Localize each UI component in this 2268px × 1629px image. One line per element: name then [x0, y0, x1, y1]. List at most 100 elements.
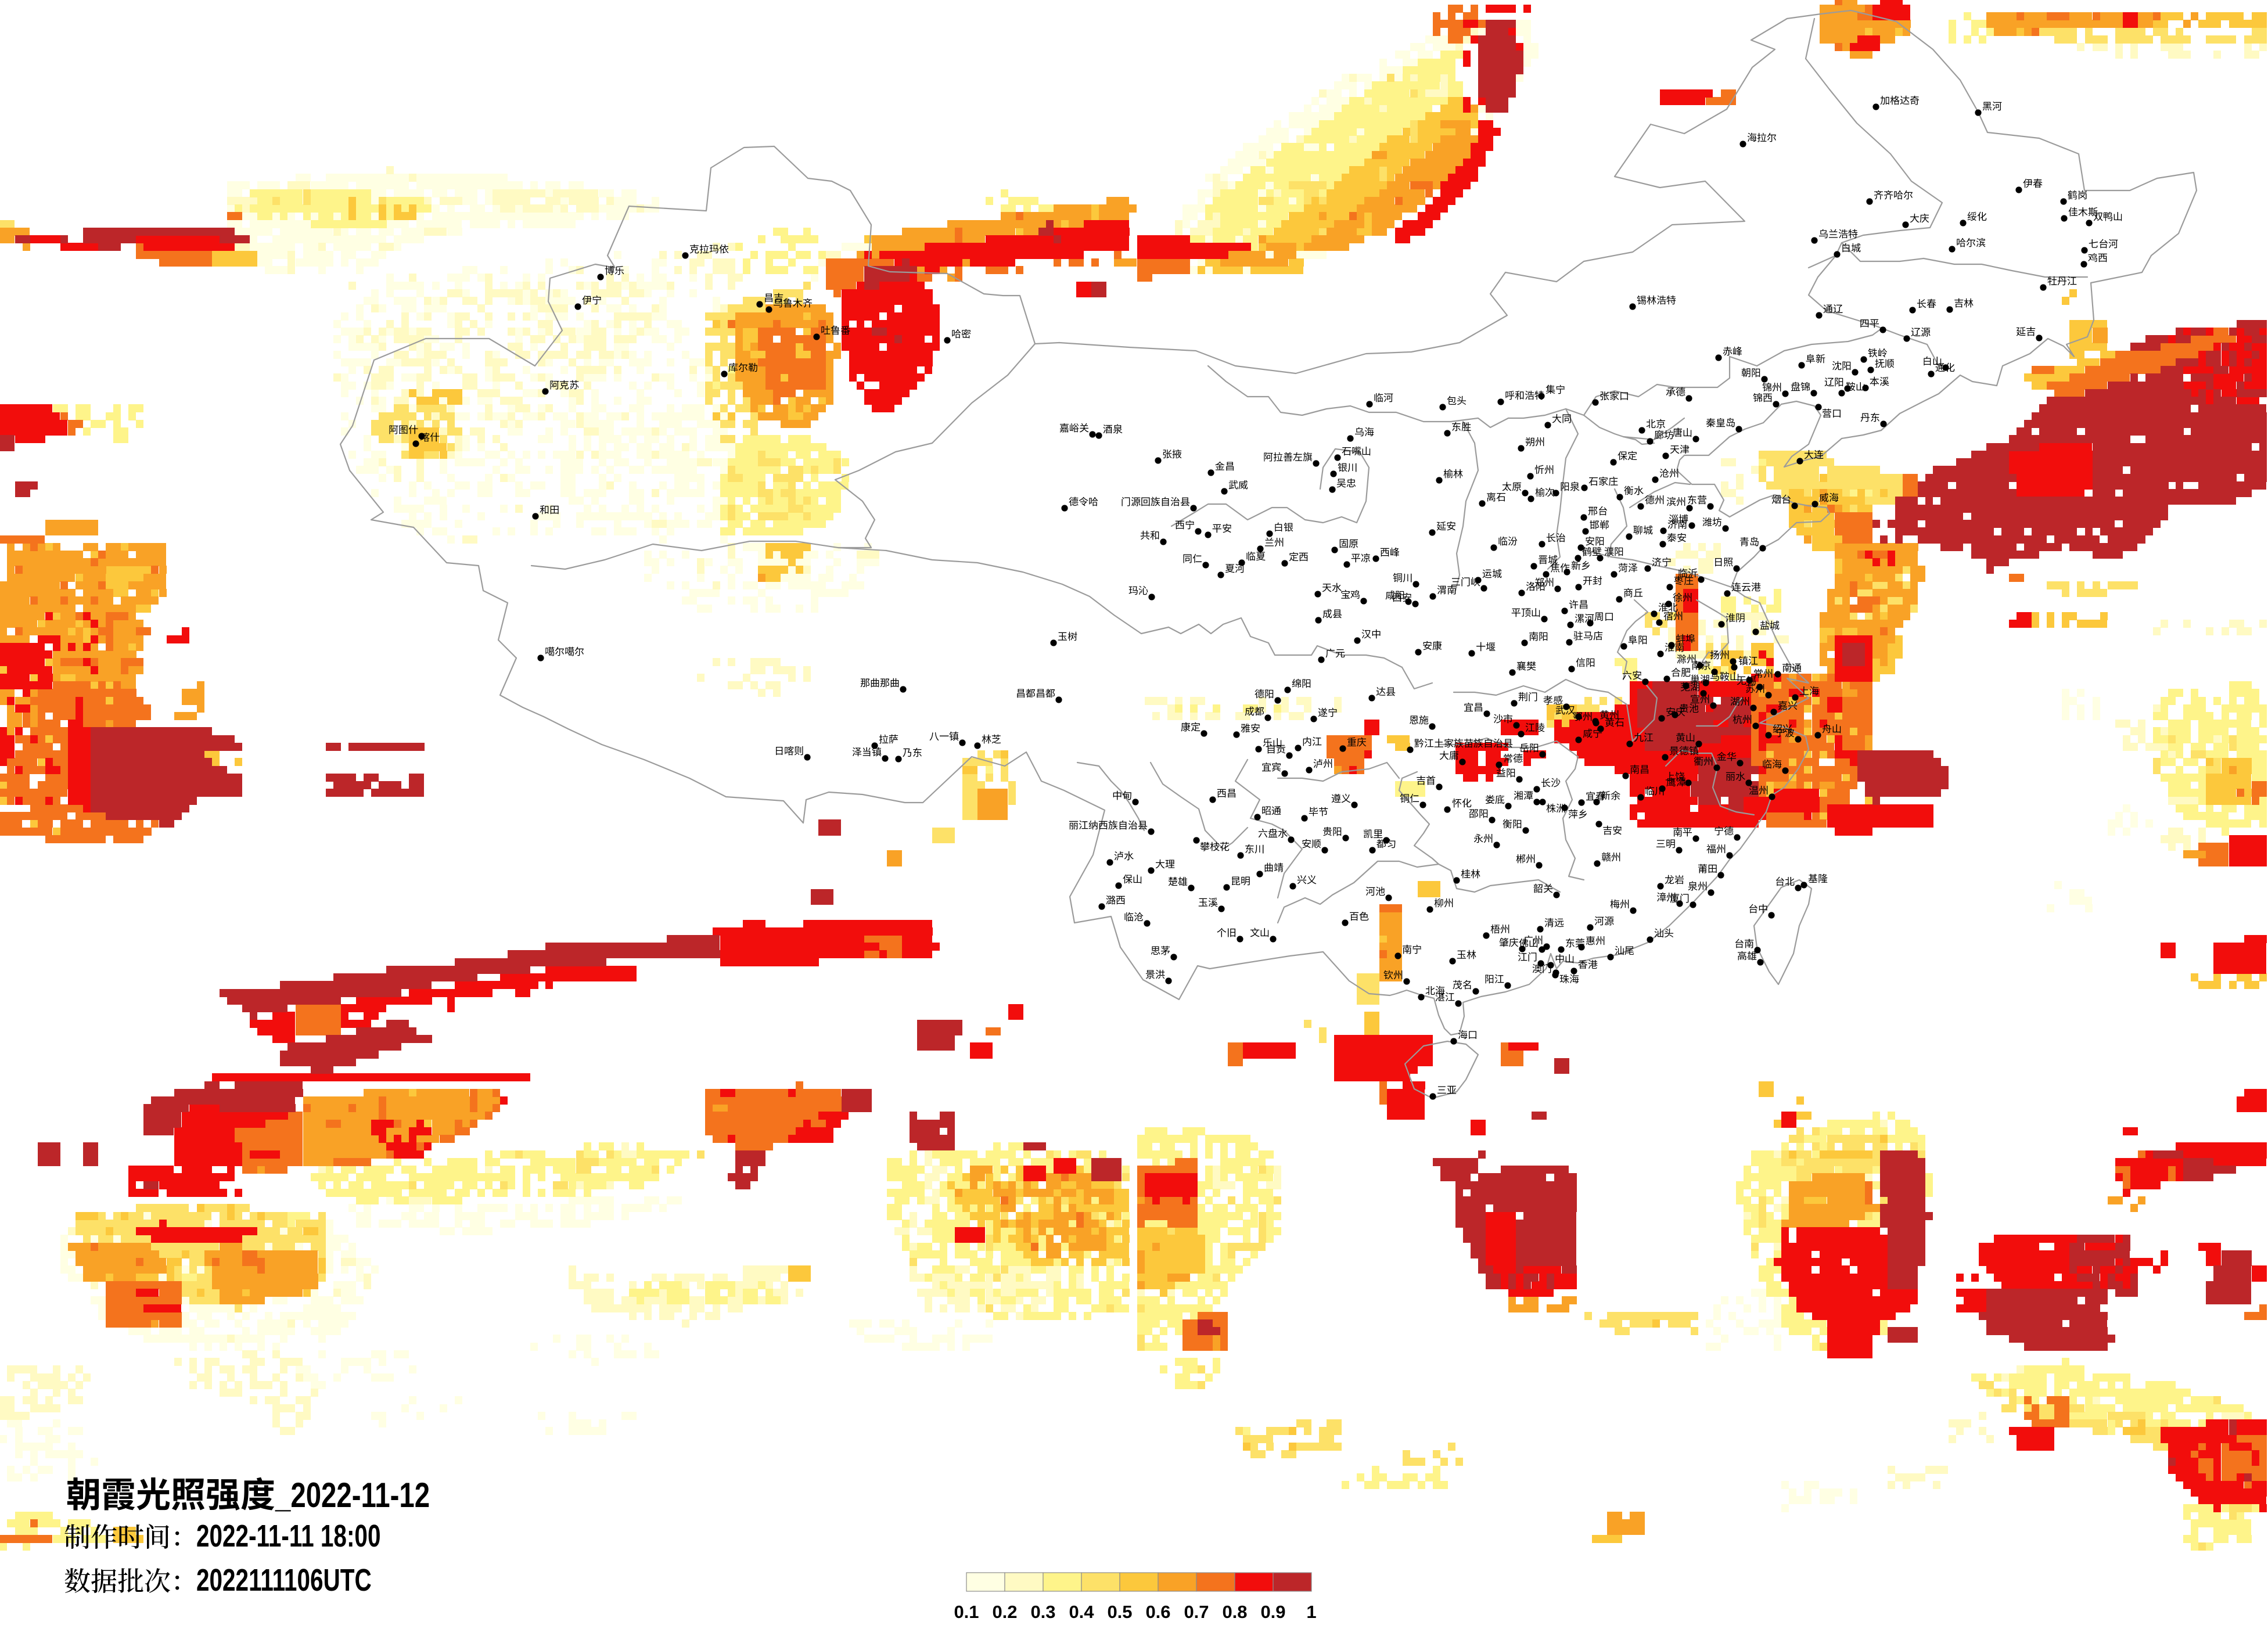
- svg-text:博乐: 博乐: [605, 262, 624, 277]
- svg-text:大庆: 大庆: [1910, 210, 1929, 225]
- svg-text:东营: 东营: [1687, 492, 1707, 506]
- svg-text:淮北: 淮北: [1658, 599, 1678, 614]
- svg-text:桂林: 桂林: [1461, 866, 1480, 880]
- svg-text:达县: 达县: [1376, 684, 1396, 698]
- svg-text:晋城: 晋城: [1538, 552, 1558, 566]
- svg-text:黑河: 黑河: [1982, 98, 2002, 113]
- svg-text:张掖: 张掖: [1162, 446, 1182, 461]
- svg-text:双鸭山: 双鸭山: [2093, 208, 2123, 223]
- svg-text:南通: 南通: [1782, 660, 1802, 674]
- svg-text:北京: 北京: [1646, 416, 1666, 430]
- svg-text:安康: 安康: [1422, 638, 1442, 652]
- svg-text:和田: 和田: [540, 502, 559, 516]
- svg-text:菏泽: 菏泽: [1618, 560, 1638, 574]
- svg-text:滁州: 滁州: [1677, 651, 1696, 666]
- svg-text:固原: 固原: [1339, 535, 1358, 550]
- svg-text:同仁: 同仁: [1182, 551, 1202, 565]
- svg-text:咸阳: 咸阳: [1385, 587, 1405, 602]
- svg-text:南京: 南京: [1691, 657, 1711, 672]
- svg-text:孝感: 孝感: [1543, 692, 1563, 707]
- svg-text:兰州: 兰州: [1264, 534, 1284, 549]
- svg-text:吉安: 吉安: [1602, 822, 1622, 837]
- svg-text:哈尔滨: 哈尔滨: [1956, 235, 1986, 249]
- svg-text:康定: 康定: [1181, 719, 1201, 733]
- svg-text:秦皇岛: 秦皇岛: [1706, 415, 1735, 429]
- svg-text:海拉尔: 海拉尔: [1747, 130, 1777, 144]
- svg-text:大庸: 大庸: [1439, 747, 1459, 762]
- svg-text:铜仁: 铜仁: [1400, 790, 1419, 805]
- svg-text:河源: 河源: [1594, 913, 1614, 927]
- svg-text:六盘水: 六盘水: [1258, 825, 1288, 840]
- svg-text:忻州: 忻州: [1534, 462, 1554, 476]
- svg-text:长沙: 长沙: [1541, 775, 1561, 789]
- svg-text:连云港: 连云港: [1731, 579, 1761, 594]
- svg-text:玉溪: 玉溪: [1198, 894, 1218, 909]
- svg-text:昭通: 昭通: [1261, 803, 1281, 817]
- svg-text:南宁: 南宁: [1402, 941, 1422, 956]
- svg-text:泸州: 泸州: [1313, 756, 1333, 770]
- svg-text:阳泉: 阳泉: [1560, 479, 1580, 493]
- svg-text:日喀则: 日喀则: [774, 743, 804, 757]
- svg-text:潞西: 潞西: [1106, 892, 1126, 907]
- svg-text:株洲: 株洲: [1546, 800, 1566, 815]
- svg-text:阿克苏: 阿克苏: [549, 377, 579, 391]
- svg-text:金昌: 金昌: [1215, 458, 1235, 473]
- svg-text:九江: 九江: [1634, 729, 1654, 744]
- svg-text:林芝: 林芝: [982, 731, 1001, 746]
- svg-text:娄底: 娄底: [1485, 792, 1505, 806]
- svg-text:萍乡: 萍乡: [1568, 806, 1588, 821]
- svg-text:保山: 保山: [1123, 871, 1142, 886]
- svg-text:杭州: 杭州: [1733, 711, 1752, 726]
- svg-text:吉林: 吉林: [1954, 295, 1974, 310]
- svg-text:佛山: 佛山: [1519, 935, 1539, 950]
- svg-text:淄博: 淄博: [1669, 511, 1688, 526]
- svg-text:宜昌: 宜昌: [1464, 699, 1483, 714]
- svg-text:包头: 包头: [1447, 393, 1467, 407]
- svg-text:0.9: 0.9: [1260, 1602, 1285, 1622]
- svg-text:牡丹江: 牡丹江: [2047, 273, 2077, 287]
- svg-text:景洪: 景洪: [1145, 966, 1165, 981]
- svg-text:河池: 河池: [1365, 883, 1385, 898]
- svg-text:延吉: 延吉: [2016, 323, 2036, 338]
- svg-text:江门: 江门: [1518, 949, 1537, 963]
- svg-text:门源回族自治县: 门源回族自治县: [1121, 494, 1190, 508]
- svg-text:吉首: 吉首: [1416, 772, 1436, 787]
- svg-text:朔州: 朔州: [1525, 434, 1545, 448]
- svg-text:香港: 香港: [1578, 956, 1598, 971]
- svg-text:扬州: 扬州: [1710, 647, 1730, 661]
- svg-text:思茅: 思茅: [1151, 943, 1170, 957]
- svg-text:中甸: 中甸: [1112, 787, 1132, 802]
- svg-text:临沂: 临沂: [1678, 565, 1698, 580]
- svg-text:北海: 北海: [1425, 983, 1445, 997]
- svg-text:0.4: 0.4: [1069, 1602, 1094, 1622]
- svg-text:舟山: 舟山: [1822, 721, 1842, 735]
- svg-text:汕尾: 汕尾: [1615, 943, 1634, 957]
- svg-text:昌都昌都: 昌都昌都: [1016, 685, 1055, 700]
- svg-text:烟台: 烟台: [1771, 491, 1791, 506]
- svg-text:荆门: 荆门: [1518, 689, 1538, 703]
- svg-text:徐州: 徐州: [1673, 589, 1692, 604]
- svg-text:西宁: 西宁: [1175, 517, 1195, 531]
- svg-text:榆林: 榆林: [1443, 466, 1463, 480]
- svg-text:武威: 武威: [1228, 477, 1248, 491]
- svg-text:天水: 天水: [1322, 580, 1342, 594]
- svg-text:西峰: 西峰: [1380, 544, 1400, 559]
- svg-text:惠州: 惠州: [1586, 933, 1605, 947]
- svg-text:七台河: 七台河: [2089, 236, 2118, 250]
- svg-text:鹤岗: 鹤岗: [2068, 187, 2087, 202]
- svg-text:十堰: 十堰: [1476, 639, 1496, 653]
- svg-text:镇江: 镇江: [1738, 653, 1758, 667]
- svg-text:常德: 常德: [1503, 750, 1523, 765]
- svg-text:绵阳: 绵阳: [1292, 675, 1311, 690]
- svg-text:龙岩: 龙岩: [1665, 872, 1684, 886]
- svg-text:制作时间：: 制作时间：: [64, 1516, 197, 1555]
- svg-text:枣庄: 枣庄: [1674, 573, 1694, 587]
- svg-text:大同: 大同: [1552, 411, 1572, 425]
- svg-text:郑州: 郑州: [1534, 574, 1554, 589]
- svg-text:上海: 上海: [1799, 683, 1819, 697]
- svg-text:温州: 温州: [1749, 782, 1769, 797]
- svg-text:成县: 成县: [1322, 606, 1342, 620]
- svg-text:郴州: 郴州: [1516, 851, 1536, 865]
- svg-text:曲靖: 曲靖: [1264, 860, 1284, 874]
- svg-text:0.6: 0.6: [1145, 1602, 1170, 1622]
